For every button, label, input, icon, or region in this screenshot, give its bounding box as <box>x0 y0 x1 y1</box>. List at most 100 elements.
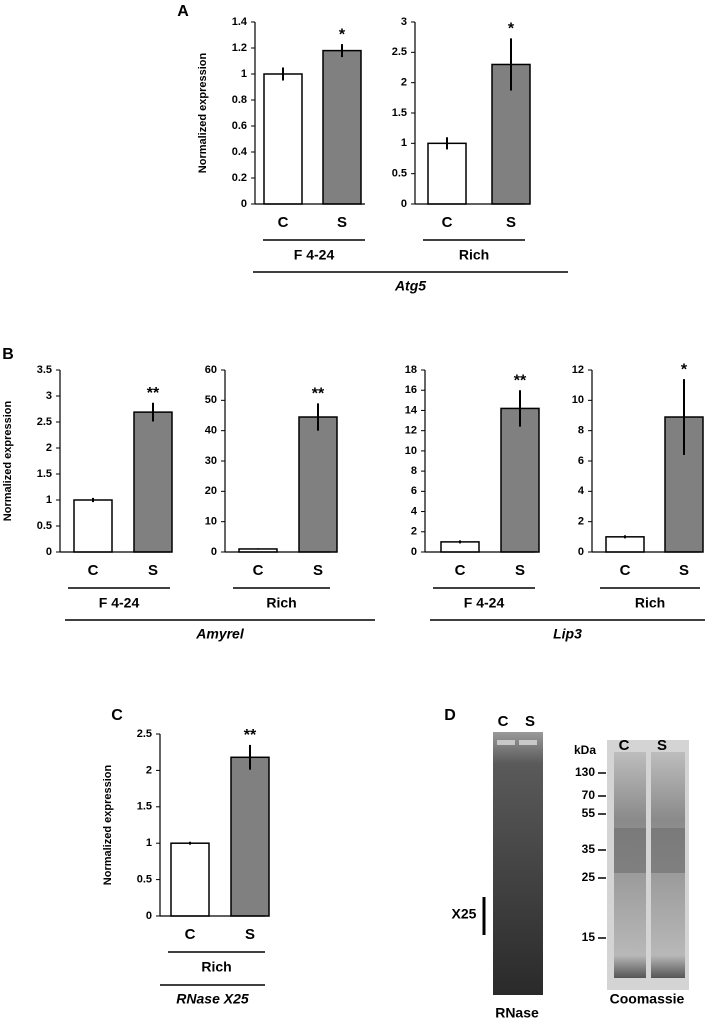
gel-smear <box>614 828 646 873</box>
significance-label: ** <box>312 386 325 403</box>
y-tick-label: 2 <box>146 764 152 776</box>
gel-band <box>497 740 515 745</box>
y-tick-label: 0.5 <box>37 520 52 532</box>
y-tick-label: 1.2 <box>232 42 247 54</box>
y-tick-label: 2 <box>46 442 52 454</box>
y-tick-label: 1 <box>241 68 247 80</box>
x-tick-label: C <box>620 562 631 579</box>
bar <box>322 49 362 205</box>
group-label: Rich <box>459 247 489 263</box>
significance-label: * <box>339 26 346 43</box>
y-tick-label: 12 <box>572 364 584 376</box>
gene-label: Amyrel <box>195 626 245 642</box>
y-tick-label: 0.6 <box>232 120 247 132</box>
gel-caption: RNase <box>495 1005 539 1021</box>
bar <box>73 499 113 553</box>
marker-label: 35 <box>582 842 596 856</box>
gel-smear <box>651 828 685 873</box>
y-tick-label: 8 <box>578 425 584 437</box>
y-tick-label: 0 <box>241 198 247 210</box>
y-tick-label: 0 <box>211 546 217 558</box>
panel-label: A <box>177 3 189 20</box>
bar <box>230 756 270 917</box>
y-tick-label: 50 <box>205 394 217 406</box>
x-tick-label: S <box>313 562 323 579</box>
bar <box>263 73 303 205</box>
y-tick-label: 4 <box>578 485 585 497</box>
group-label: F 4-24 <box>464 595 505 611</box>
y-tick-label: 6 <box>578 455 584 467</box>
x-tick-label: C <box>278 214 289 231</box>
y-tick-label: 1 <box>401 137 407 149</box>
group-label: Rich <box>266 595 296 611</box>
x-tick-label: C <box>455 562 466 579</box>
x-tick-label: S <box>148 562 158 579</box>
y-tick-label: 8 <box>411 465 417 477</box>
y-tick-label: 3 <box>46 390 52 402</box>
significance-label: * <box>681 361 688 378</box>
panel-label: D <box>444 707 456 724</box>
y-tick-label: 0.5 <box>137 874 152 886</box>
y-tick-label: 0.5 <box>392 168 407 180</box>
x-tick-label: S <box>506 214 516 231</box>
x-tick-label: C <box>442 214 453 231</box>
unit-label: kDa <box>574 743 596 757</box>
gene-label: Lip3 <box>553 626 582 642</box>
y-tick-label: 30 <box>205 455 217 467</box>
y-tick-label: 1.4 <box>232 16 248 28</box>
gel-caption: Coomassie <box>610 991 685 1007</box>
bar <box>500 407 540 553</box>
marker-label: 15 <box>582 930 596 944</box>
y-tick-label: 1 <box>146 837 152 849</box>
significance-label: ** <box>244 727 257 744</box>
gel-image <box>493 732 543 995</box>
bar <box>605 536 645 553</box>
y-axis-label: Normalized expression <box>2 401 14 522</box>
y-tick-label: 0 <box>411 546 417 558</box>
y-tick-label: 12 <box>405 425 417 437</box>
lane-label: C <box>619 737 630 754</box>
band-label: X25 <box>452 906 477 922</box>
y-tick-label: 0.2 <box>232 172 247 184</box>
y-tick-label: 1.5 <box>37 468 52 480</box>
y-tick-label: 1 <box>46 494 52 506</box>
x-tick-label: S <box>679 562 689 579</box>
x-tick-label: S <box>337 214 347 231</box>
marker-label: 130 <box>575 765 595 779</box>
x-tick-label: C <box>253 562 264 579</box>
y-tick-label: 2.5 <box>137 728 152 740</box>
y-tick-label: 6 <box>411 485 417 497</box>
significance-label: ** <box>514 372 527 389</box>
significance-label: * <box>508 21 515 38</box>
bar <box>427 142 467 205</box>
group-label: Rich <box>201 959 231 975</box>
group-label: Rich <box>635 595 665 611</box>
y-axis-label: Normalized expression <box>102 765 114 886</box>
y-tick-label: 0 <box>46 546 52 558</box>
x-tick-label: C <box>88 562 99 579</box>
marker-label: 25 <box>582 870 596 884</box>
y-tick-label: 0 <box>146 910 152 922</box>
y-tick-label: 10 <box>405 445 417 457</box>
group-label: F 4-24 <box>99 595 140 611</box>
lane-label: S <box>525 713 535 730</box>
panel-label: B <box>2 346 14 363</box>
significance-label: ** <box>147 385 160 402</box>
lane-label: C <box>498 713 509 730</box>
y-tick-label: 60 <box>205 364 217 376</box>
y-tick-label: 1.5 <box>137 801 152 813</box>
marker-label: 70 <box>582 788 596 802</box>
y-tick-label: 10 <box>572 394 584 406</box>
y-tick-label: 18 <box>405 364 417 376</box>
bar <box>298 416 338 553</box>
y-tick-label: 2 <box>401 77 407 89</box>
y-tick-label: 20 <box>205 485 217 497</box>
y-tick-label: 0 <box>401 198 407 210</box>
y-tick-label: 2.5 <box>37 416 52 428</box>
x-tick-label: S <box>515 562 525 579</box>
y-tick-label: 0 <box>578 546 584 558</box>
lane-label: S <box>657 737 667 754</box>
y-tick-label: 2 <box>578 516 584 528</box>
y-tick-label: 14 <box>405 404 418 416</box>
y-tick-label: 2.5 <box>392 46 407 58</box>
